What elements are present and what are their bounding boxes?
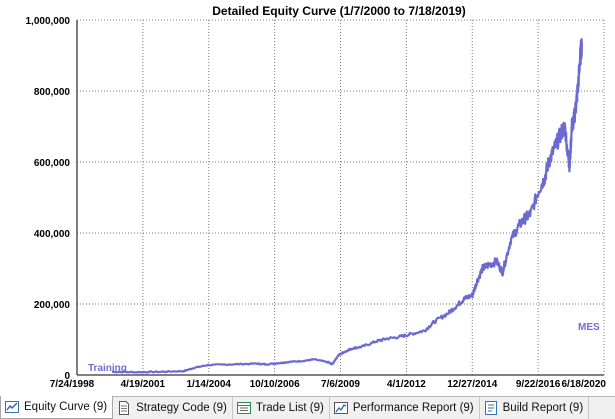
x-tick-label: 10/10/2006: [250, 379, 300, 390]
x-tick-label: 7/24/1998: [50, 379, 95, 390]
document-icon: [116, 400, 132, 416]
equity-curve-chart: Detailed Equity Curve (1/7/2000 to 7/18/…: [26, 4, 607, 390]
grid: [77, 20, 604, 375]
y-tick-label: 600,000: [34, 158, 71, 169]
chart-title: Detailed Equity Curve (1/7/2000 to 7/18/…: [212, 4, 465, 18]
tab-strategy-code-label: Strategy Code (9): [136, 402, 227, 414]
y-tick-label: 200,000: [34, 300, 71, 311]
axes: 0 200,000 400,000 600,000 800,000 1,000,000 7/…: [26, 16, 607, 390]
y-tick-label: 0: [64, 371, 70, 382]
performance-icon: [333, 400, 349, 416]
mes-label: MES: [578, 322, 600, 333]
report-icon: [483, 400, 499, 416]
equity-series-line: [112, 37, 583, 374]
x-tick-label: 4/1/2012: [387, 379, 426, 390]
tab-trade-list[interactable]: Trade List (9): [233, 397, 330, 419]
equity-chart-icon: [4, 399, 20, 415]
tab-build-report[interactable]: Build Report (9): [480, 397, 590, 419]
y-tick-label: 1,000,000: [26, 16, 71, 27]
y-tick-label: 400,000: [34, 229, 71, 240]
y-tick-label: 800,000: [34, 87, 71, 98]
tab-equity-curve[interactable]: Equity Curve (9): [0, 396, 114, 419]
tab-performance-report[interactable]: Performance Report (9): [330, 397, 480, 419]
tab-build-report-label: Build Report (9): [502, 402, 584, 414]
x-tick-label: 9/22/2016: [516, 379, 561, 390]
training-label: Training: [88, 363, 127, 374]
x-tick-label: 6/18/2020: [562, 379, 607, 390]
report-tab-bar: Equity Curve (9) Strategy Code (9) Trade…: [0, 396, 615, 419]
x-tick-label: 4/19/2001: [121, 379, 166, 390]
x-tick-label: 12/27/2014: [447, 379, 497, 390]
tab-equity-curve-label: Equity Curve (9): [24, 401, 108, 413]
x-tick-label: 7/6/2009: [321, 379, 360, 390]
tab-trade-list-label: Trade List (9): [255, 402, 324, 414]
x-tick-label: 1/14/2004: [187, 379, 232, 390]
tab-performance-report-label: Performance Report (9): [352, 402, 474, 414]
list-icon: [236, 400, 252, 416]
tab-strategy-code[interactable]: Strategy Code (9): [113, 397, 233, 419]
chart-svg: Detailed Equity Curve (1/7/2000 to 7/18/…: [26, 4, 607, 390]
series-layer: [112, 37, 583, 374]
